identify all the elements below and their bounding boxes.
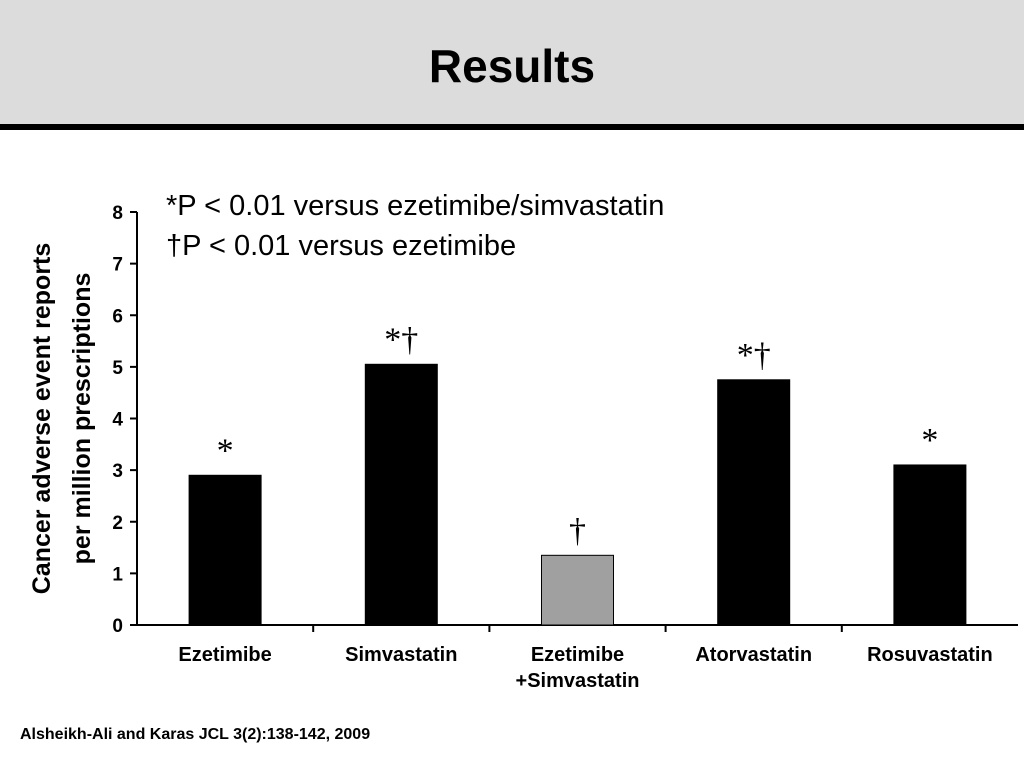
slide-header bbox=[0, 0, 1024, 124]
significance-note-2: †P < 0.01 versus ezetimibe bbox=[166, 230, 517, 262]
y-tick-label: 5 bbox=[112, 358, 123, 379]
y-axis-label-line: Cancer adverse event reports bbox=[28, 243, 56, 595]
y-tick-label: 1 bbox=[112, 564, 123, 585]
slide-title: Results bbox=[428, 40, 596, 92]
y-tick-label: 4 bbox=[112, 410, 123, 431]
bar bbox=[364, 363, 438, 626]
bar bbox=[893, 464, 967, 626]
y-axis-label: Cancer adverse event reports per million … bbox=[28, 243, 96, 595]
x-tick-label: Atorvastatin bbox=[695, 644, 812, 666]
significance-mark: * bbox=[217, 432, 234, 469]
significance-mark: *† bbox=[737, 337, 771, 374]
x-tick-label: Ezetimibe bbox=[531, 644, 624, 666]
header-divider bbox=[0, 124, 1024, 130]
x-tick-label: Simvastatin bbox=[345, 644, 457, 666]
significance-note-1: *P < 0.01 versus ezetimibe/simvastatin bbox=[166, 190, 665, 222]
bar bbox=[541, 554, 614, 626]
x-tick-label: Ezetimibe bbox=[178, 644, 271, 666]
significance-mark: * bbox=[921, 422, 938, 459]
y-tick-label: 0 bbox=[112, 616, 123, 637]
significance-mark: † bbox=[569, 512, 586, 549]
x-tick-label: +Simvastatin bbox=[516, 670, 640, 692]
y-tick-label: 6 bbox=[112, 306, 123, 327]
significance-mark: *† bbox=[384, 321, 418, 358]
y-tick-label: 3 bbox=[112, 461, 123, 482]
bar bbox=[717, 379, 791, 626]
citation: Alsheikh-Ali and Karas JCL 3(2):138-142,… bbox=[20, 726, 371, 743]
y-axis-label-line: per million prescriptions bbox=[68, 273, 96, 565]
y-tick-label: 2 bbox=[112, 513, 123, 534]
y-tick-label: 7 bbox=[112, 255, 123, 276]
x-tick-label: Rosuvastatin bbox=[867, 644, 993, 666]
bar-chart: 0 1 2 3 4 5 6 7 8 Cancer adverse event reports per… bbox=[28, 203, 1018, 692]
y-tick-label: 8 bbox=[112, 203, 123, 224]
bar bbox=[188, 474, 262, 626]
